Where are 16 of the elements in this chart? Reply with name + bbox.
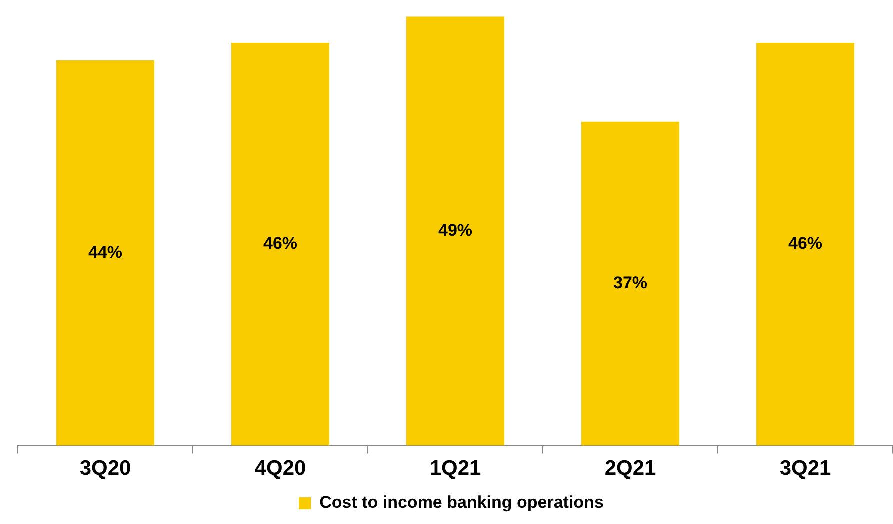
data-label: 44% bbox=[88, 242, 123, 262]
x-tick-label: 4Q20 bbox=[254, 457, 306, 480]
data-label: 46% bbox=[263, 234, 298, 254]
x-tick-label: 3Q21 bbox=[780, 457, 832, 480]
legend-label: Cost to income banking operations bbox=[320, 493, 604, 512]
bar bbox=[582, 122, 680, 446]
bar bbox=[406, 16, 504, 446]
bar bbox=[232, 43, 330, 446]
x-tick-label: 1Q21 bbox=[430, 457, 482, 480]
data-label: 46% bbox=[788, 234, 823, 254]
data-label: 37% bbox=[613, 274, 648, 292]
x-tick-label: 3Q20 bbox=[80, 457, 132, 480]
bar bbox=[56, 60, 154, 446]
bar bbox=[756, 43, 854, 446]
data-label: 49% bbox=[438, 220, 473, 240]
x-tick-label: 2Q21 bbox=[604, 457, 657, 480]
